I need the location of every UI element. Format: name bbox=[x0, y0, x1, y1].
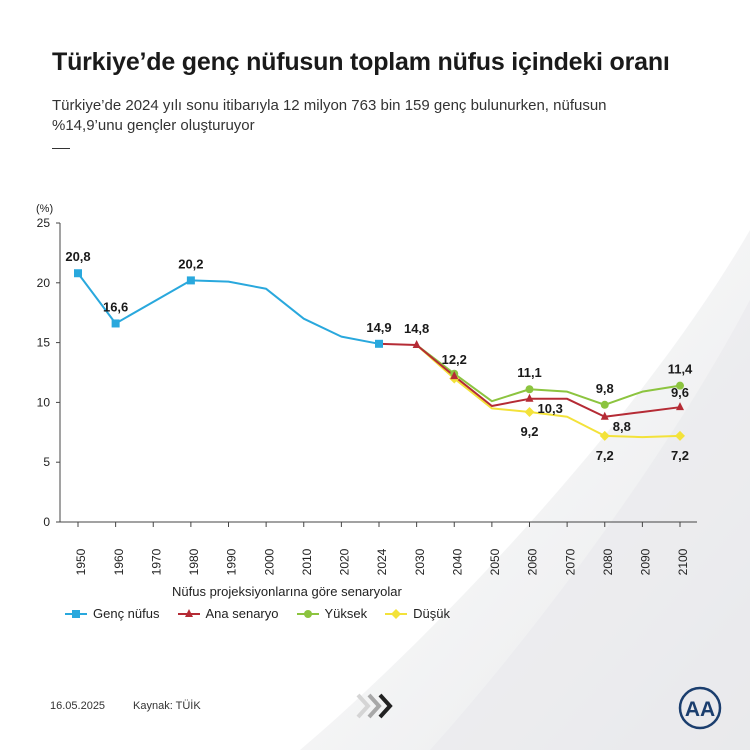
data-label: 9,2 bbox=[520, 424, 538, 439]
x-tick-label: 1970 bbox=[149, 548, 163, 575]
data-label: 12,2 bbox=[442, 352, 467, 367]
data-label: 11,4 bbox=[668, 362, 693, 377]
data-label: 9,8 bbox=[596, 381, 614, 396]
chart-markers bbox=[74, 269, 685, 441]
chart-legend: Genç nüfus Ana senaryo Yüksek Düşük bbox=[65, 606, 450, 621]
y-tick-label: 25 bbox=[37, 216, 51, 230]
data-label: 10,3 bbox=[538, 401, 563, 416]
legend-label: Genç nüfus bbox=[93, 606, 160, 621]
chart-axes: (%) 0 5 10 15 20 25 1950 1960 1970 1980 1990 2000 201… bbox=[36, 203, 697, 575]
data-point-Genç nüfus-2024 bbox=[375, 339, 383, 348]
x-tick-label: 1990 bbox=[225, 548, 239, 575]
x-tick-label: 2020 bbox=[338, 548, 352, 575]
data-point-Düşük-2080 bbox=[599, 430, 610, 441]
legend-swatch-icon bbox=[65, 609, 87, 618]
data-point-Ana senaryo-2030 bbox=[412, 339, 421, 348]
data-point-Ana senaryo-2080 bbox=[600, 411, 609, 420]
aa-logo-icon: AA bbox=[678, 686, 722, 730]
data-point-Düşük-2060 bbox=[524, 406, 535, 417]
x-tick-label: 1950 bbox=[74, 548, 88, 575]
data-label: 20,2 bbox=[178, 256, 203, 271]
y-tick-label: 10 bbox=[37, 395, 51, 409]
data-label: 7,2 bbox=[671, 448, 689, 463]
legend-item-Yüksek: Yüksek bbox=[296, 606, 368, 621]
data-label: 11,1 bbox=[517, 365, 542, 380]
data-label: 16,6 bbox=[103, 299, 128, 314]
y-tick-label: 20 bbox=[37, 276, 51, 290]
legend-swatch-marker bbox=[72, 609, 80, 618]
data-label: 7,2 bbox=[596, 448, 614, 463]
page-subtitle: Türkiye’de 2024 yılı sonu itibarıyla 12 … bbox=[52, 97, 607, 134]
x-tick-label: 2000 bbox=[262, 548, 276, 575]
page-title: Türkiye’de genç nüfusun toplam nüfus içi… bbox=[52, 48, 670, 76]
x-tick-label: 2010 bbox=[300, 548, 314, 575]
data-point-Ana senaryo-2100 bbox=[676, 402, 684, 411]
x-tick-label: 2060 bbox=[526, 548, 540, 575]
chart-series bbox=[77, 272, 681, 439]
data-point-Yüksek-2080 bbox=[600, 400, 609, 409]
x-tick-label: 2090 bbox=[639, 548, 653, 575]
y-tick-label: 15 bbox=[37, 336, 51, 350]
series-line-Ana senaryo bbox=[378, 342, 681, 418]
y-tick-label: 5 bbox=[43, 455, 50, 469]
data-point-Ana senaryo-2040 bbox=[450, 371, 459, 380]
series-line-Düşük bbox=[415, 344, 681, 439]
legend-item-Ana senaryo: Ana senaryo bbox=[177, 606, 279, 621]
x-tick-label: 2080 bbox=[601, 548, 615, 575]
chevrons-right-icon bbox=[356, 693, 393, 719]
footer-source: Kaynak: TÜİK bbox=[133, 700, 201, 712]
legend-title: Nüfus projeksiyonlarına göre senaryolar bbox=[172, 584, 402, 599]
x-tick-label: 2100 bbox=[676, 548, 690, 575]
legend-swatch-icon bbox=[177, 608, 200, 617]
legend-item-Düşük: Düşük bbox=[385, 606, 450, 621]
y-tick-label: 0 bbox=[43, 515, 50, 529]
x-tick-label: 2040 bbox=[450, 548, 464, 575]
chart-data-labels: 20,8 16,6 20,2 14,9 14,8 12,2 11,1 10,39,2 9,8 8,… bbox=[65, 249, 693, 463]
legend-label: Yüksek bbox=[324, 606, 368, 621]
x-tick-label: 2024 bbox=[375, 548, 389, 575]
legend-label: Düşük bbox=[413, 606, 450, 621]
x-tick-label: 2030 bbox=[413, 548, 427, 575]
data-label: 14,8 bbox=[404, 321, 429, 336]
legend-swatch-icon bbox=[385, 608, 408, 619]
legend-swatch-marker bbox=[391, 608, 402, 619]
data-label: 8,8 bbox=[613, 419, 631, 434]
data-point-Yüksek-2060 bbox=[525, 385, 534, 394]
data-point-Genç nüfus-1960 bbox=[111, 319, 120, 328]
legend-swatch-marker bbox=[303, 609, 312, 618]
legend-item-Genç nüfus: Genç nüfus bbox=[65, 606, 160, 621]
y-axis-label: (%) bbox=[36, 203, 53, 215]
aa-logo-text: AA bbox=[685, 698, 715, 721]
data-point-Düşük-2100 bbox=[675, 430, 685, 441]
title-divider bbox=[52, 148, 70, 149]
data-label: 9,6 bbox=[671, 385, 689, 400]
x-tick-label: 2050 bbox=[488, 548, 502, 575]
x-tick-label: 2070 bbox=[563, 548, 577, 575]
data-label: 20,8 bbox=[65, 249, 90, 264]
data-label: 14,9 bbox=[366, 320, 391, 335]
footer-date: 16.05.2025 bbox=[50, 700, 106, 712]
x-tick-label: 1980 bbox=[187, 548, 201, 575]
data-point-Genç nüfus-1950 bbox=[74, 269, 82, 278]
data-point-Yüksek-2100 bbox=[676, 381, 684, 390]
legend-swatch-icon bbox=[296, 609, 319, 618]
series-line-Yüksek bbox=[416, 344, 681, 406]
legend-swatch-marker bbox=[184, 608, 193, 617]
data-point-Ana senaryo-2060 bbox=[525, 393, 534, 402]
data-point-Genç nüfus-1980 bbox=[186, 276, 195, 285]
series-line-Genç nüfus bbox=[77, 272, 380, 345]
x-tick-label: 1960 bbox=[112, 548, 126, 575]
legend-label: Ana senaryo bbox=[205, 606, 279, 621]
